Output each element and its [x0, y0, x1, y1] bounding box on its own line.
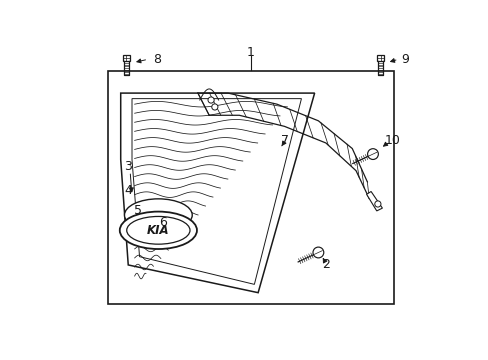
- Text: 9: 9: [401, 53, 408, 66]
- Circle shape: [207, 97, 214, 103]
- Text: 7: 7: [281, 134, 289, 147]
- Ellipse shape: [124, 199, 192, 231]
- Circle shape: [312, 247, 323, 258]
- Text: 6: 6: [159, 216, 167, 229]
- Text: 5: 5: [133, 204, 142, 217]
- Bar: [122, 55, 129, 61]
- Text: 10: 10: [384, 134, 400, 147]
- Text: 2: 2: [321, 258, 329, 271]
- Circle shape: [374, 201, 380, 207]
- Text: 1: 1: [246, 46, 254, 59]
- Bar: [107, 71, 393, 304]
- Text: 4: 4: [124, 184, 132, 197]
- Circle shape: [367, 149, 378, 159]
- Text: KIA: KIA: [147, 224, 169, 237]
- Text: 8: 8: [152, 53, 161, 66]
- Polygon shape: [366, 192, 382, 211]
- Text: 3: 3: [124, 160, 132, 173]
- Circle shape: [211, 104, 218, 110]
- Ellipse shape: [120, 212, 197, 249]
- Bar: [376, 55, 383, 61]
- Ellipse shape: [126, 216, 190, 244]
